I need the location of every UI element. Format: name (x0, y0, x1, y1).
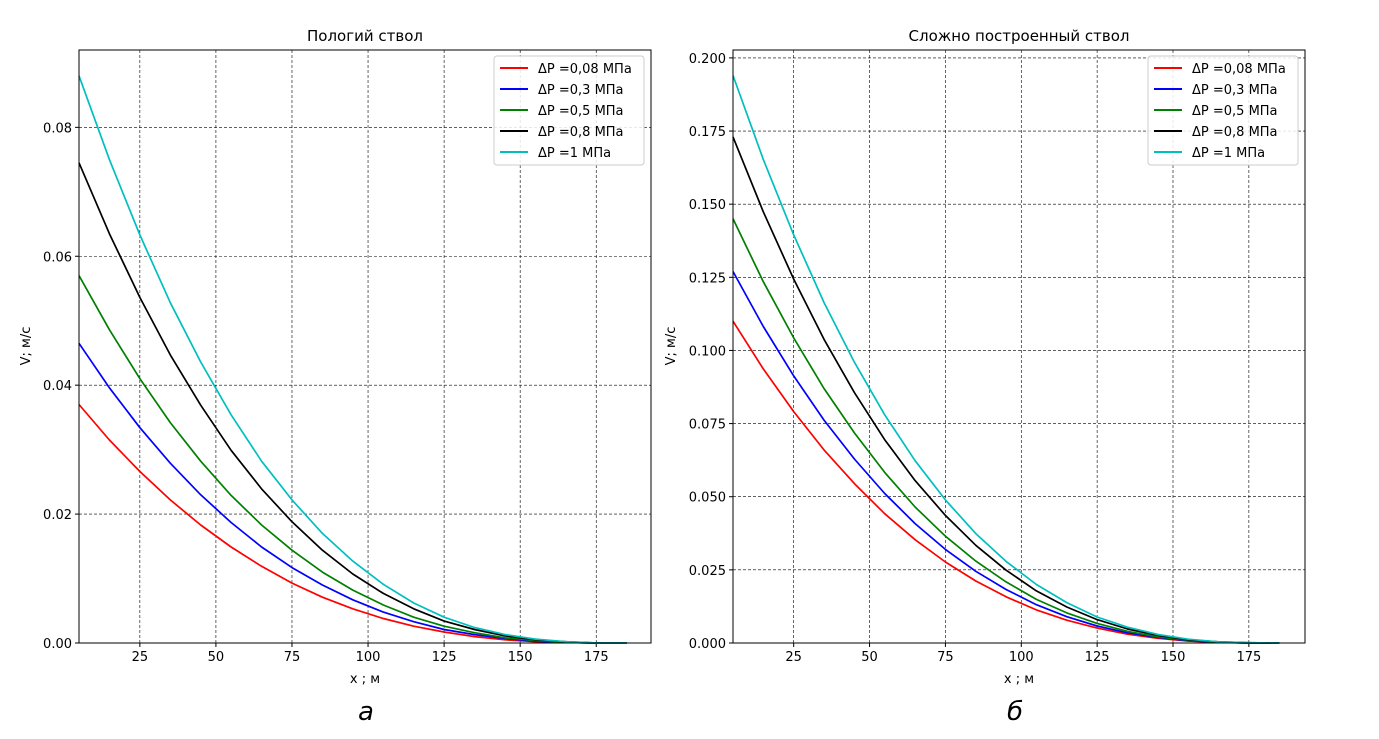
legend-label: ΔP =0,08 МПа (1192, 62, 1286, 77)
y-tick-label: 0.100 (689, 344, 726, 359)
axes-frame (732, 49, 1306, 644)
subplot-caption: б (1007, 697, 1023, 727)
series-line (78, 75, 627, 644)
y-tick-label: 0.04 (43, 379, 72, 394)
y-axis-label: V; м/с (664, 327, 679, 366)
x-tick-label: 175 (584, 650, 609, 665)
x-tick-label: 75 (284, 650, 301, 665)
y-tick-label: 0.200 (689, 52, 726, 67)
legend-label: ΔP =0,8 МПа (1192, 125, 1278, 140)
series-line (732, 75, 1280, 644)
y-tick-label: 0.050 (689, 491, 726, 506)
legend: ΔP =0,08 МПа ΔP =0,3 МПа ΔP =0,5 МПа ΔP =0,… (493, 55, 645, 166)
x-tick-label: 75 (937, 650, 954, 665)
series-line (78, 275, 627, 644)
series-line (78, 342, 627, 644)
x-tick-label: 100 (356, 650, 381, 665)
y-tick-label: 0.150 (689, 198, 726, 213)
x-tick-label: 50 (208, 650, 225, 665)
x-tick-label: 25 (785, 650, 802, 665)
x-axis-label: x ; м (1004, 672, 1034, 687)
y-tick-label: 0.125 (689, 271, 726, 286)
x-axis-label: x ; м (350, 672, 380, 687)
chart-gentle-wellbore: Пологий ствол x ; м V; м/с а 25 50 75 100 12… (19, 27, 652, 727)
legend-label: ΔP =0,08 МПа (538, 62, 632, 77)
legend-label: ΔP =1 МПа (1192, 146, 1265, 161)
x-tick-label: 150 (1161, 650, 1186, 665)
legend-label: ΔP =0,8 МПа (538, 125, 624, 140)
legend-label: ΔP =1 МПа (538, 146, 611, 161)
legend-label: ΔP =0,5 МПа (538, 104, 624, 119)
x-tick-label: 25 (132, 650, 149, 665)
axes-frame (78, 49, 652, 644)
y-tick-label: 0.175 (689, 125, 726, 140)
y-tick-label: 0.025 (689, 564, 726, 579)
series-line (732, 320, 1280, 644)
x-tick-label: 125 (1085, 650, 1110, 665)
plot-area: 25 50 75 100 125 150 175 0.000 0.025 0.050 0.075 0.… (689, 49, 1306, 665)
y-tick-label: 0.00 (43, 637, 72, 652)
y-tick-label: 0.06 (43, 250, 72, 265)
chart-title: Пологий ствол (307, 27, 423, 45)
x-tick-label: 175 (1236, 650, 1261, 665)
chart-complex-wellbore: Сложно построенный ствол x ; м V; м/с б … (664, 27, 1306, 727)
series-line (732, 136, 1280, 644)
legend-label: ΔP =0,5 МПа (1192, 104, 1278, 119)
legend-box (493, 55, 645, 166)
legend-box (1147, 55, 1299, 166)
legend-label: ΔP =0,3 МПа (538, 83, 624, 98)
y-axis-label: V; м/с (19, 327, 34, 366)
legend-label: ΔP =0,3 МПа (1192, 83, 1278, 98)
x-tick-label: 125 (432, 650, 457, 665)
y-tick-label: 0.000 (689, 637, 726, 652)
series-line (732, 271, 1280, 644)
x-tick-label: 50 (861, 650, 878, 665)
legend: ΔP =0,08 МПа ΔP =0,3 МПа ΔP =0,5 МПа ΔP =0,… (1147, 55, 1299, 166)
series-line (78, 162, 627, 644)
series-line (78, 403, 627, 644)
y-tick-label: 0.08 (43, 121, 72, 136)
y-tick-label: 0.02 (43, 508, 72, 523)
y-tick-label: 0.075 (689, 418, 726, 433)
chart-title: Сложно построенный ствол (909, 27, 1130, 45)
x-tick-label: 100 (1009, 650, 1034, 665)
x-tick-label: 150 (508, 650, 533, 665)
plot-area: 25 50 75 100 125 150 175 0.00 0.02 0.04 0.06 0.08 (43, 49, 652, 665)
subplot-caption: а (358, 697, 374, 727)
